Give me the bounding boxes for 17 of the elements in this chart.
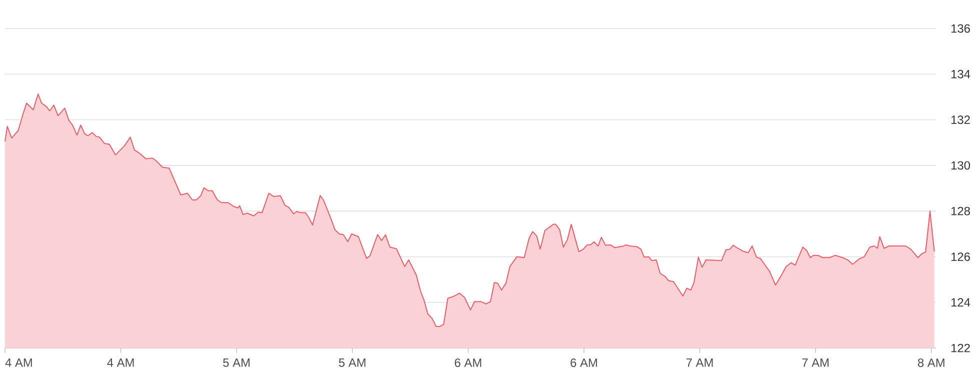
x-tick-label: 5 AM	[223, 358, 250, 367]
y-tick-label: 132	[951, 116, 970, 124]
y-tick-label: 122	[951, 344, 970, 352]
y-tick-label: 126	[951, 252, 970, 261]
x-tick-label: 6 AM	[570, 358, 597, 367]
y-tick-label: 134	[951, 70, 970, 78]
y-tick-label: 124	[951, 298, 970, 307]
y-tick-label: 128	[951, 206, 970, 216]
x-tick-label: 4 AM	[107, 358, 134, 367]
x-tick-label: 8 AM	[918, 358, 944, 367]
y-tick-label: 130	[951, 161, 970, 170]
y-tick-label: 136	[951, 24, 970, 33]
x-tick-label: 6 AM	[454, 358, 482, 367]
x-tick-label: 5 AM	[338, 358, 366, 367]
x-tick-label: 7 AM	[686, 358, 713, 367]
x-tick-label: 4 AM	[5, 358, 32, 367]
x-tick-label: 7 AM	[802, 358, 829, 367]
